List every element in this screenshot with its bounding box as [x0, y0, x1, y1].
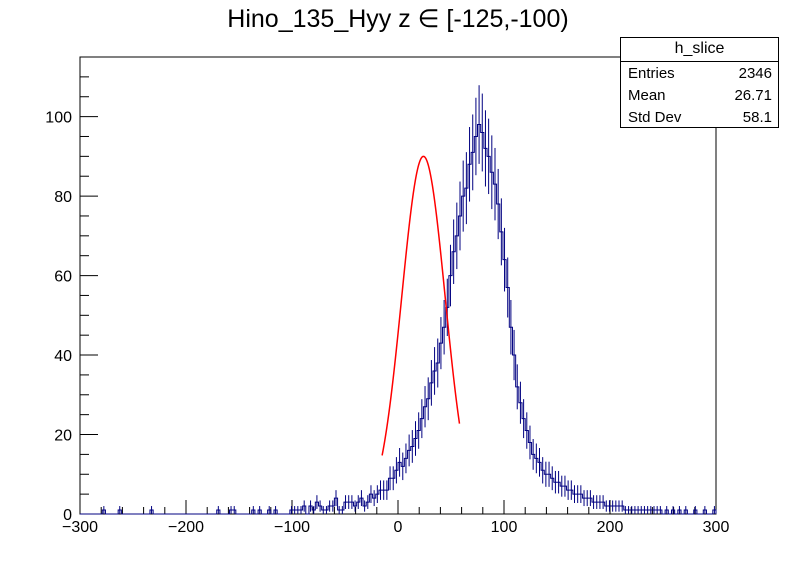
stats-value: 26.71 — [734, 87, 772, 104]
x-tick-label: −100 — [274, 519, 310, 536]
histogram-bins — [103, 85, 715, 514]
y-tick-label: 100 — [45, 110, 72, 127]
x-tick-label: 300 — [703, 519, 730, 536]
histogram-outline — [80, 124, 717, 515]
gaussian-fit-curve — [381, 155, 461, 456]
stats-label: Mean — [628, 87, 666, 104]
stats-row-mean: Mean 26.71 — [621, 84, 778, 106]
y-tick-label: 80 — [54, 189, 72, 206]
x-tick-label: −200 — [168, 519, 204, 536]
x-axis: −300 −200 −100 0 100 200 300 — [62, 500, 729, 536]
stats-row-stddev: Std Dev 58.1 — [621, 106, 778, 128]
x-tick-label: 100 — [491, 519, 518, 536]
stats-label: Std Dev — [628, 109, 682, 126]
x-tick-label: 0 — [394, 519, 403, 536]
y-axis: 0 20 40 60 80 100 — [45, 56, 98, 524]
stats-value: 2346 — [738, 65, 772, 82]
y-tick-label: 60 — [54, 269, 72, 286]
y-tick-label: 0 — [63, 507, 72, 524]
stats-box: h_slice Entries 2346 Mean 26.71 Std Dev … — [620, 37, 779, 128]
y-tick-label: 40 — [54, 348, 72, 365]
x-tick-label: −300 — [62, 519, 98, 536]
x-tick-label: 200 — [597, 519, 624, 536]
stats-title: h_slice — [621, 38, 778, 62]
chart-title: Hino_135_Hyy z ∈ [-125,-100) — [227, 5, 569, 33]
y-tick-label: 20 — [54, 428, 72, 445]
stats-row-entries: Entries 2346 — [621, 62, 778, 84]
stats-value: 58.1 — [742, 109, 772, 126]
stats-label: Entries — [628, 65, 675, 82]
